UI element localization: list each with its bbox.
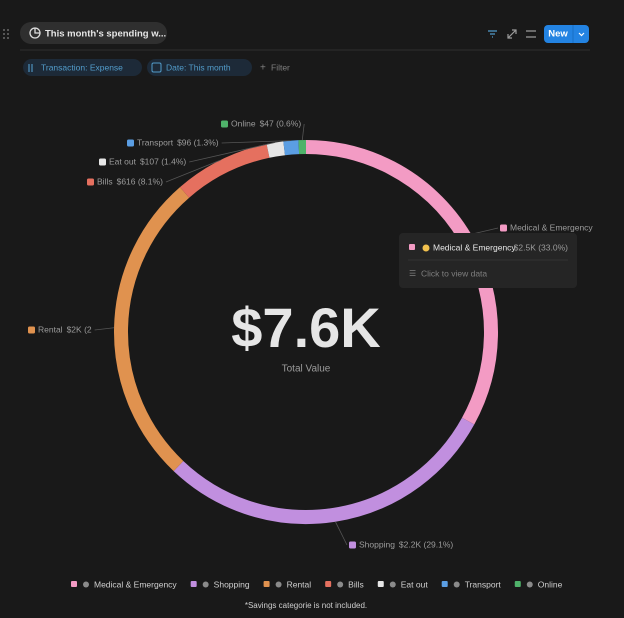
callout-name: Bills xyxy=(97,176,113,186)
legend-label: Medical & Emergency xyxy=(94,579,177,589)
filter-label: Date: This month xyxy=(166,62,231,72)
leader-line xyxy=(335,521,348,546)
leader-line xyxy=(189,142,276,163)
chart-icon-mark xyxy=(34,28,40,34)
calendar-icon xyxy=(151,62,162,73)
callout-name: Medical & Emergency xyxy=(510,222,593,232)
legend-label: Transport xyxy=(465,579,502,589)
add-icon: + xyxy=(260,63,266,74)
legend-label: Bills xyxy=(348,579,364,589)
callout-swatch xyxy=(99,158,106,166)
legend-label: Shopping xyxy=(214,579,250,589)
legend-swatch xyxy=(71,581,77,587)
tooltip-action[interactable]: Click to view data xyxy=(421,268,487,278)
callout-value: $107 (1.4%) xyxy=(140,156,186,166)
new-button[interactable] xyxy=(544,25,589,43)
add-filter[interactable]: Filter xyxy=(271,62,290,72)
callout-name: Transport xyxy=(137,137,174,147)
callout-value: $47 (0.6%) xyxy=(260,118,302,128)
donut-segment xyxy=(283,140,300,156)
tooltip: ☰ Click to view data Medical & Emergency… xyxy=(399,233,577,288)
leader-line xyxy=(221,140,291,144)
callout-swatch xyxy=(28,326,35,334)
leader-line xyxy=(301,123,305,141)
donut-segment xyxy=(173,417,475,524)
donut-segment xyxy=(114,187,190,472)
leader-line xyxy=(165,159,221,183)
callout-swatch xyxy=(87,178,94,186)
legend-icon xyxy=(275,581,282,588)
filter-label: Transaction: Expense xyxy=(41,62,123,72)
filter-pill[interactable] xyxy=(147,59,252,76)
callout-value: $616 (8.1%) xyxy=(117,176,163,186)
view-tab[interactable] xyxy=(20,22,167,44)
callout-swatch xyxy=(349,541,356,549)
legend-icon xyxy=(202,581,209,588)
new-button-label: New xyxy=(548,29,568,40)
expand-icon[interactable] xyxy=(507,29,517,39)
filter-pill[interactable] xyxy=(23,59,142,76)
legend-icon xyxy=(83,581,89,588)
callout-swatch xyxy=(500,224,507,232)
legend-swatch xyxy=(263,581,270,587)
callout-name: Eat out xyxy=(109,156,137,166)
total-caption: Total Value xyxy=(282,364,331,375)
legend-swatch xyxy=(441,581,448,587)
leader-line xyxy=(94,327,115,331)
callout-swatch xyxy=(221,120,228,128)
callout-name: Online xyxy=(231,118,256,128)
callout-value: $96 (1.3%) xyxy=(177,137,219,147)
dropdown-caret xyxy=(578,32,585,37)
legend-label: Online xyxy=(538,579,563,589)
tooltip-category: Medical & Emergency xyxy=(433,242,516,252)
callout-value: $2.2K (29.1%) xyxy=(399,539,454,549)
legend-swatch xyxy=(377,581,384,587)
callout-name: Rental xyxy=(38,324,63,334)
legend-swatch xyxy=(514,581,521,587)
donut-segment xyxy=(266,141,286,158)
total-value: $7.6K xyxy=(231,296,380,359)
category-icon xyxy=(422,244,430,252)
legend-label: Rental xyxy=(287,579,312,589)
settings-icon[interactable] xyxy=(526,30,536,38)
callout-swatch xyxy=(127,139,134,147)
drag-handle[interactable] xyxy=(3,29,9,39)
sort-icon xyxy=(28,64,33,72)
list-icon: ☰ xyxy=(409,269,416,278)
legend-swatch xyxy=(190,581,197,587)
view-title: This month's spending w... xyxy=(45,29,166,40)
callout-name: Shopping xyxy=(359,539,395,549)
filter-icon[interactable] xyxy=(488,30,497,38)
tooltip-swatch xyxy=(409,244,415,250)
footnote: *Savings categorie is not included. xyxy=(245,601,367,610)
legend-icon xyxy=(337,581,344,588)
legend-label: Eat out xyxy=(401,579,429,589)
legend-icon xyxy=(526,581,533,588)
legend-icon xyxy=(389,581,396,588)
donut-segment xyxy=(179,144,270,198)
legend: Medical & Emergency Shopping Rental Bills Ea… xyxy=(71,579,563,589)
tooltip-value: $2.5K (33.0%) xyxy=(514,242,569,252)
legend-swatch xyxy=(325,581,332,587)
legend-icon xyxy=(453,581,460,588)
callout-value: $2K (2 xyxy=(67,324,92,334)
